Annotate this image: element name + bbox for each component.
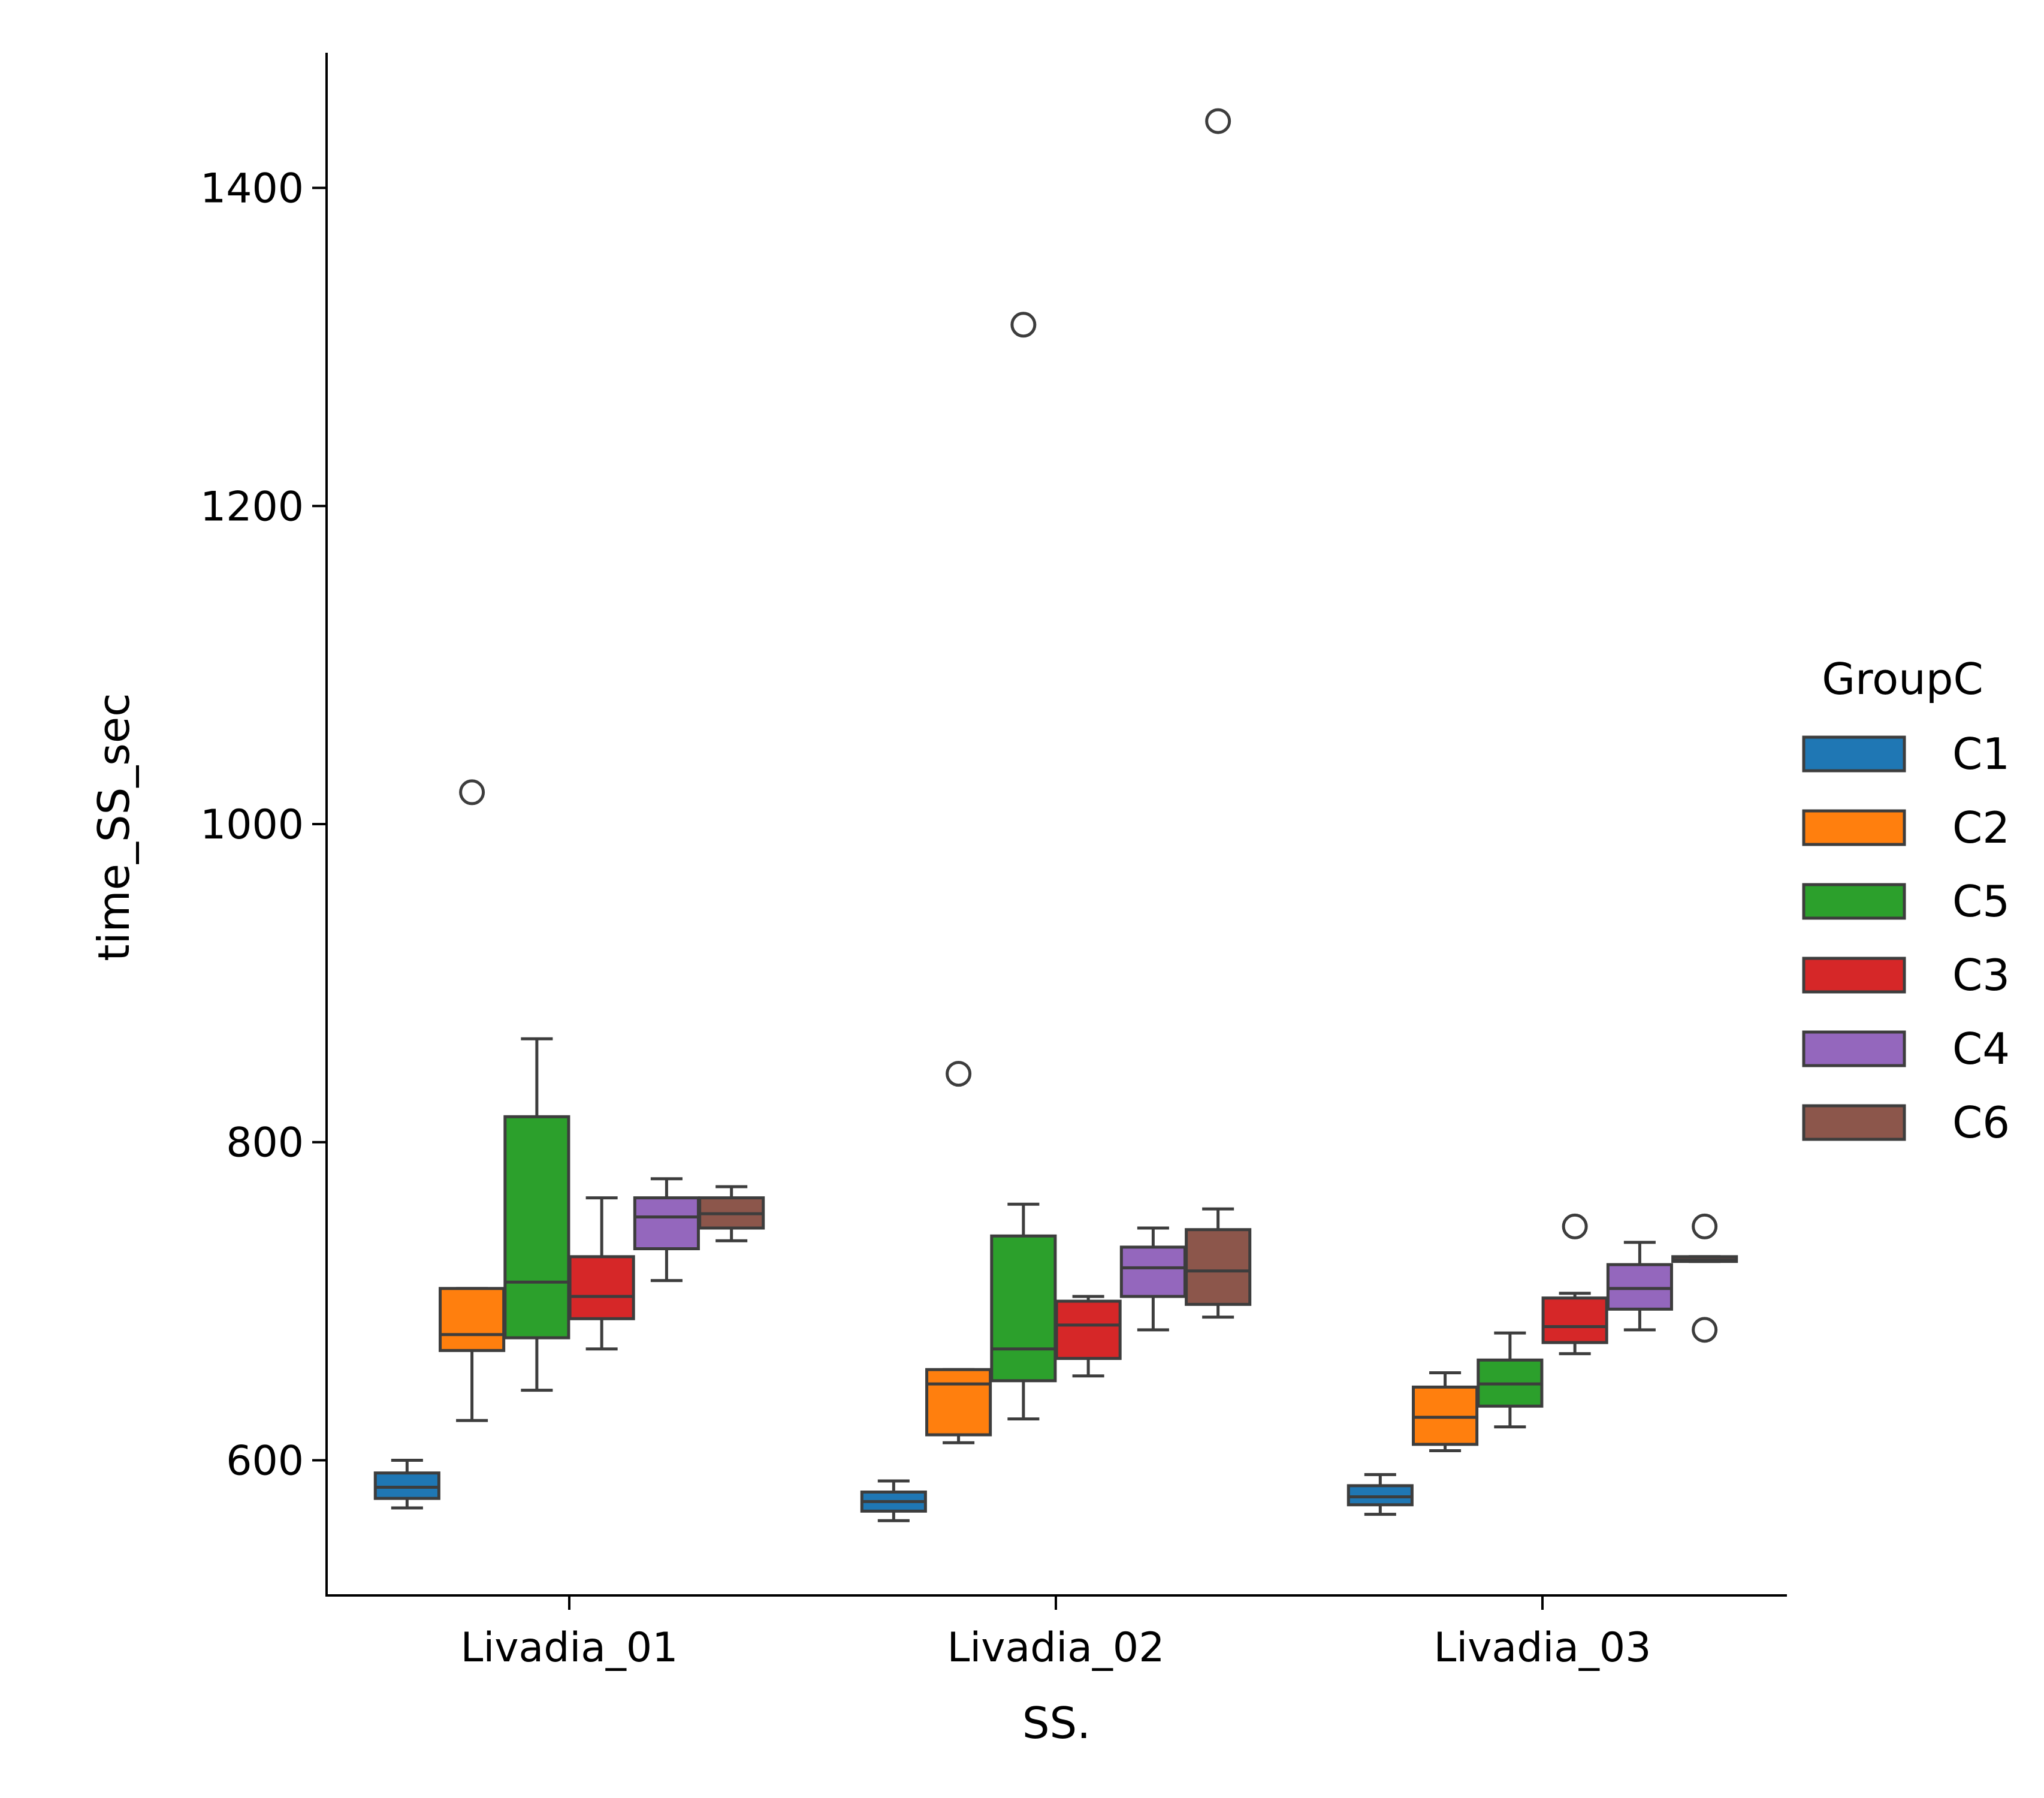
box-c1-livadia_03 <box>1346 1473 1414 1516</box>
box-c1-livadia_02 <box>860 1479 927 1522</box>
plot-area <box>373 108 1738 1522</box>
box-body <box>925 1368 992 1437</box>
box-c4-livadia_01 <box>633 1177 700 1283</box>
box-body <box>1055 1299 1122 1360</box>
legend-swatch-c6 <box>1802 1104 1906 1141</box>
legend: GroupC C1 C2 C5 C3 C4 C6 <box>1802 654 2010 1148</box>
box-c5-livadia_01 <box>503 1037 570 1392</box>
y-axis-label: time_SS_sec <box>89 693 139 961</box>
outlier-point <box>946 1061 972 1087</box>
y-tick-label: 1400 <box>200 165 304 213</box>
legend-label-c2: C2 <box>1952 803 2010 853</box>
legend-swatch-c1 <box>1802 735 1906 773</box>
box-c5-livadia_03 <box>1477 1331 1544 1429</box>
legend-swatch-c5 <box>1802 883 1906 920</box>
box-c4-livadia_03 <box>1606 1241 1673 1332</box>
box-c2-livadia_01 <box>439 779 506 1422</box>
x-tick-label: Livadia_01 <box>461 1624 678 1672</box>
axes: time_SS_sec SS. 600 800 1000 1200 1400 Livadi… <box>89 53 1787 1748</box>
legend-swatch-c2 <box>1802 809 1906 846</box>
y-tick-label: 800 <box>226 1120 304 1167</box>
legend-title: GroupC <box>1822 654 1983 704</box>
legend-label-c3: C3 <box>1952 950 2010 1000</box>
box-c2-livadia_03 <box>1412 1371 1479 1453</box>
box-c1-livadia_01 <box>373 1458 440 1510</box>
box-body <box>439 1287 506 1352</box>
box-body <box>1119 1245 1186 1298</box>
box-c4-livadia_02 <box>1119 1226 1186 1332</box>
box-c3-livadia_01 <box>568 1196 635 1351</box>
box-body <box>503 1115 570 1340</box>
legend-label-c6: C6 <box>1952 1097 2010 1148</box>
legend-label-c1: C1 <box>1952 729 2010 779</box>
legend-swatch-c3 <box>1802 957 1906 994</box>
box-c5-livadia_02 <box>990 312 1057 1420</box>
outlier-point <box>1205 108 1231 134</box>
box-c2-livadia_02 <box>925 1061 992 1444</box>
box-body <box>1606 1263 1673 1311</box>
outlier-point <box>1010 312 1037 338</box>
box-body <box>633 1196 700 1251</box>
outlier-point <box>459 779 485 806</box>
outlier-point <box>1562 1213 1588 1239</box>
legend-label-c4: C4 <box>1952 1024 2010 1074</box>
box-body <box>1412 1385 1479 1446</box>
legend-label-c5: C5 <box>1952 876 2010 927</box>
box-c3-livadia_02 <box>1055 1295 1122 1378</box>
x-axis-label: SS. <box>1022 1698 1091 1748</box>
box-body <box>1185 1228 1252 1306</box>
box-c6-livadia_01 <box>698 1185 765 1242</box>
box-body <box>1541 1296 1608 1344</box>
box-c6-livadia_03 <box>1671 1213 1738 1343</box>
box-body <box>373 1471 440 1500</box>
box-body <box>568 1255 635 1320</box>
box-body <box>1346 1484 1414 1507</box>
y-tick-label: 1200 <box>200 483 304 530</box>
box-body <box>990 1234 1057 1383</box>
legend-swatch-c4 <box>1802 1030 1906 1067</box>
y-tick-label: 600 <box>226 1437 304 1485</box>
box-c6-livadia_02 <box>1185 108 1252 1319</box>
x-tick-label: Livadia_03 <box>1434 1624 1651 1672</box>
box-c3-livadia_03 <box>1541 1213 1608 1356</box>
y-tick-label: 1000 <box>200 801 304 849</box>
x-tick-label: Livadia_02 <box>947 1624 1165 1672</box>
outlier-point <box>1692 1213 1718 1239</box>
outlier-point <box>1692 1317 1718 1343</box>
